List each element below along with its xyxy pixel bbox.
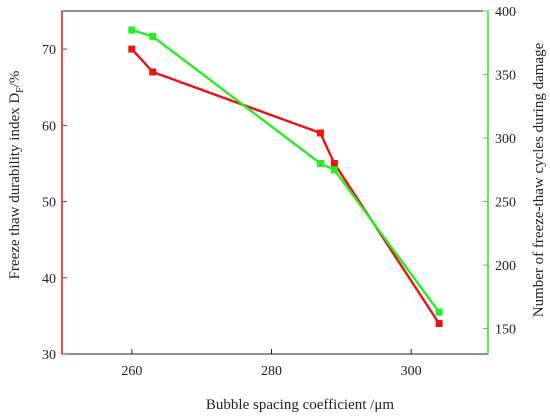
data-point-right [435,308,443,316]
x-tick-label: 300 [401,364,422,379]
right-axis-title: Number of freeze-thaw cycles during dama… [531,42,547,317]
series-layer [128,26,443,328]
left-tick-label: 50 [42,196,56,211]
left-axis-title-subscript: F [15,87,26,93]
right-tick-label: 400 [495,5,516,20]
right-tick-label: 200 [495,259,516,274]
x-axis-title: Bubble spacing coefficient /μm [206,397,394,413]
left-tick-label: 60 [42,119,56,134]
left-tick-label: 30 [42,348,56,363]
right-tick-label: 250 [495,196,516,211]
left-axis-title: Freeze thaw durability index DF/% [7,71,26,280]
data-point-left [128,45,136,53]
data-point-right [316,159,324,167]
right-tick-label: 150 [495,323,516,338]
data-point-left [149,68,157,76]
data-point-left [330,159,338,167]
right-axis-ticks: 150 200 250 300 350 400 [483,5,516,338]
left-axis-ticks: 30 40 50 60 70 [42,43,67,363]
x-tick-label: 280 [261,364,282,379]
data-point-left [435,320,443,328]
left-axis-title-main: Freeze thaw durability index D [7,93,23,280]
right-tick-label: 350 [495,69,516,84]
left-tick-label: 40 [42,272,56,287]
data-point-right [330,166,338,174]
left-tick-label: 70 [42,43,56,58]
right-tick-label: 300 [495,132,516,147]
series-line-left [130,48,441,325]
data-point-right [149,32,157,40]
data-point-left [316,129,324,137]
series-line-right [131,28,441,313]
x-tick-label: 260 [121,364,142,379]
data-point-right [128,26,136,34]
x-axis-ticks: 260 280 300 [121,349,422,379]
left-axis-title-unit: /% [7,71,23,88]
